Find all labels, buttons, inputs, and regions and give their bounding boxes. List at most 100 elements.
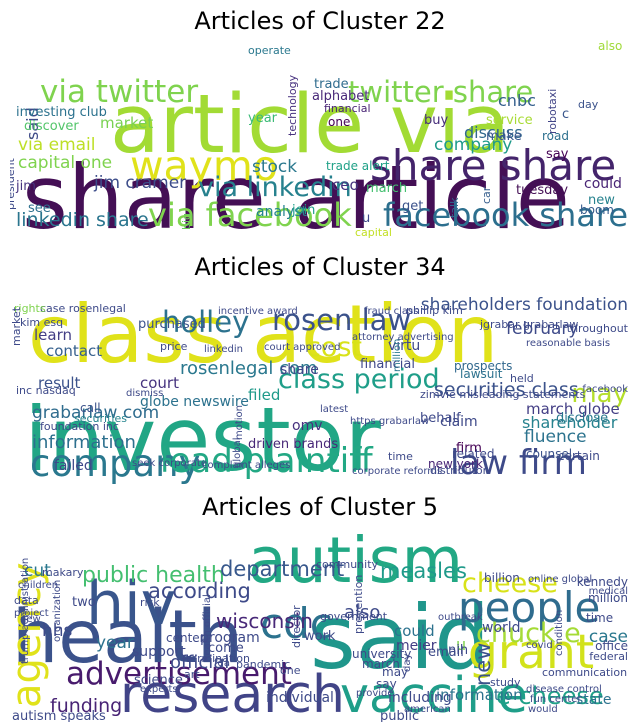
word-company: company xyxy=(30,442,201,484)
word-counsel: counsel xyxy=(526,447,572,461)
word-program: program xyxy=(200,630,260,646)
word-firm: firm xyxy=(456,441,482,456)
word-day: day xyxy=(402,654,413,672)
word-failed: failed xyxy=(54,458,93,474)
word-buy: buy xyxy=(424,113,448,128)
word-year: year xyxy=(96,633,134,653)
word-information: information xyxy=(436,686,523,704)
word-inc-nasdaq: inc nasdaq xyxy=(16,384,76,397)
word-operate: operate xyxy=(248,44,291,57)
word-project: project xyxy=(14,608,49,619)
word-data: data xyxy=(14,594,39,607)
word-children: children xyxy=(18,580,58,591)
word-covid: covid xyxy=(526,640,553,651)
word-cnbc: cnbc xyxy=(498,91,536,110)
word-march: march xyxy=(366,181,407,196)
word-one: one xyxy=(280,664,301,677)
word-funding: funding xyxy=(50,695,122,717)
word-behalf: behalf xyxy=(420,411,461,426)
word-trade-alert: trade alert xyxy=(326,159,390,173)
word-financial: financial xyxy=(360,357,415,372)
word-new: new xyxy=(20,614,41,625)
word-share: share xyxy=(280,362,319,378)
word-new: new xyxy=(588,193,615,208)
cluster-22-panel: Articles of Cluster 22 share article arti… xyxy=(0,4,640,242)
word-zimvie-misleading-statements: zimvie misleading statements xyxy=(420,388,586,401)
word-securities-class: securities class xyxy=(434,379,579,401)
word-ceo: ceo xyxy=(332,176,359,194)
word-people: people xyxy=(458,583,600,632)
word-government: government xyxy=(320,610,388,623)
word-health: health xyxy=(12,595,243,680)
word-office: office xyxy=(595,639,628,653)
word-reasonable-basis: reasonable basis xyxy=(526,338,610,349)
word-day: day xyxy=(578,98,599,111)
word-market: market xyxy=(10,306,23,346)
word-disclose: disclose xyxy=(556,411,608,426)
word-two: two xyxy=(72,595,96,610)
cluster-22-title: Articles of Cluster 22 xyxy=(194,7,446,35)
word-time: time xyxy=(388,450,413,463)
word-science: science xyxy=(134,673,183,688)
word-hiv: hiv xyxy=(86,569,176,639)
word-say: say xyxy=(376,677,397,691)
word-case-rosenlegal: case rosenlegal xyxy=(40,302,126,315)
word-investing-club: investing club xyxy=(16,105,107,120)
word-driven-brands: driven brands xyxy=(248,437,338,452)
word-jim-cramer: jim cramer xyxy=(93,173,186,193)
word-incentive-award: incentive award xyxy=(218,306,298,317)
word-get: get xyxy=(402,199,423,214)
cluster-5-wordcloud: said health autism hiv research vaccine grant p… xyxy=(10,522,630,722)
cluster-34-wordcloud: investor class action company lead plaintif… xyxy=(10,284,630,484)
word-also: also xyxy=(598,40,622,53)
word-fda: fda xyxy=(214,658,230,669)
word-meier: meier xyxy=(396,638,437,654)
word-lead-plaintiff: lead plaintiff xyxy=(160,441,374,481)
word-grant: grant xyxy=(468,625,594,680)
word-termination: termination xyxy=(186,652,250,665)
word-service: service xyxy=(486,113,533,128)
word-holley: holley xyxy=(162,305,249,339)
word-big: big xyxy=(180,213,193,230)
word-research: research xyxy=(120,665,345,722)
word-make: make xyxy=(486,129,522,144)
word-road: road xyxy=(542,129,569,143)
word-https-grabarlaw: https grabarlaw xyxy=(350,416,429,427)
cluster-5-title: Articles of Cluster 5 xyxy=(202,493,438,521)
word-purchased: purchased xyxy=(138,317,206,332)
word-condition: condition xyxy=(554,610,565,656)
word-case: case xyxy=(589,627,628,647)
word-rosen-law: rosen law xyxy=(272,303,411,337)
word-robotaxi: robotaxi xyxy=(546,89,559,134)
word-agency: agency xyxy=(10,562,50,708)
cluster-34-panel: Articles of Cluster 34 investor class act… xyxy=(0,250,640,488)
word-director: director xyxy=(290,605,303,648)
word-hhs: hhs xyxy=(42,621,73,641)
word-shareholder: shareholder xyxy=(522,413,618,432)
word-global: global xyxy=(232,438,243,469)
word-also: also xyxy=(344,602,380,623)
word-million: million xyxy=(392,339,403,372)
word-class-period: class period xyxy=(278,364,440,395)
word-call: call xyxy=(80,401,101,415)
word-art: art xyxy=(184,668,200,681)
word-communication: communication xyxy=(542,666,627,679)
word-company: company xyxy=(434,135,512,155)
word-stock: stock xyxy=(252,157,297,177)
word-measles: measles xyxy=(380,559,467,583)
word-provide: provide xyxy=(356,688,394,699)
word-result: result xyxy=(38,374,81,392)
word-american: american xyxy=(404,704,451,715)
word-phillip-kim: phillip kim xyxy=(406,304,463,317)
word-class-action: class action xyxy=(28,288,498,381)
word-fluence: fluence xyxy=(524,427,587,447)
word-year: year xyxy=(248,111,278,126)
word-dismiss: dismiss xyxy=(126,388,163,399)
cluster-22-wordcloud: share article article via share share waymo… xyxy=(10,40,630,238)
word-may: may xyxy=(571,379,628,409)
word-come: come xyxy=(208,641,244,656)
word-may: may xyxy=(382,665,408,679)
word-march-globe: march globe xyxy=(526,400,620,418)
